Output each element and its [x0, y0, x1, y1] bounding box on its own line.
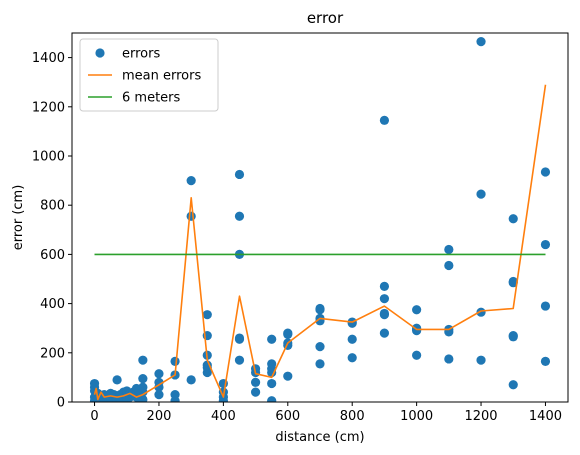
x-tick-label: 1000 [400, 409, 433, 424]
errors-point [315, 303, 325, 314]
errors-point [138, 382, 148, 392]
errors-point [476, 37, 486, 47]
errors-point [379, 294, 390, 304]
y-tick-label: 1400 [32, 51, 65, 66]
errors-point [250, 377, 261, 387]
errors-point [283, 328, 293, 338]
y-tick-label: 400 [40, 297, 65, 312]
errors-point [138, 355, 148, 365]
x-tick-label: 0 [90, 409, 98, 424]
legend-marker-errors [95, 48, 105, 58]
y-tick-label: 0 [57, 396, 65, 411]
plot-frame [71, 32, 569, 403]
legend-label-mean-errors: mean errors [122, 69, 201, 84]
errors-point [186, 375, 196, 385]
x-axis: 0 200 400 600 800 1000 1200 1400 [90, 402, 562, 424]
errors-point [379, 328, 390, 338]
errors-point [315, 359, 325, 369]
legend-label-errors: errors [122, 47, 160, 62]
errors-point [202, 310, 212, 320]
x-tick-label: 400 [211, 409, 236, 424]
errors-point [186, 176, 196, 186]
legend: errors mean errors 6 meters [79, 38, 219, 112]
errors-point [154, 390, 164, 400]
errors-point [112, 375, 122, 385]
y-tick-label: 1200 [32, 100, 65, 115]
y-axis: 0 200 400 600 800 1000 1200 1400 [32, 51, 72, 411]
errors-point [154, 377, 164, 387]
errors-point [379, 115, 390, 125]
errors-point [138, 394, 148, 402]
errors-point [234, 355, 245, 365]
errors-point [170, 390, 180, 400]
errors-point [267, 396, 277, 402]
errors-point [250, 364, 261, 374]
errors-point [379, 308, 390, 319]
errors-point [540, 167, 551, 177]
errors-point [154, 369, 164, 379]
errors-point [267, 334, 277, 344]
errors-point [234, 333, 245, 343]
errors-point [444, 260, 454, 271]
y-tick-label: 800 [40, 199, 65, 214]
chart-title: error [307, 9, 344, 27]
errors-point [476, 189, 486, 199]
errors-point [476, 355, 486, 365]
y-tick-label: 600 [40, 248, 65, 263]
errors-point [540, 239, 551, 250]
x-tick-label: 600 [275, 409, 300, 424]
legend-label-6-meters: 6 meters [122, 91, 181, 106]
plot-area [89, 37, 551, 402]
x-tick-label: 1200 [464, 409, 497, 424]
legend-frame [79, 38, 219, 112]
errors-point [138, 374, 148, 384]
errors-point [412, 350, 422, 360]
errors-point [347, 334, 357, 344]
errors-point [347, 353, 357, 363]
x-tick-label: 200 [147, 409, 172, 424]
errors-point [267, 378, 277, 389]
errors-point [186, 211, 196, 221]
errors-point [412, 305, 422, 315]
errors-point [267, 359, 277, 369]
y-tick-label: 1000 [32, 150, 65, 165]
errors-point [234, 169, 245, 180]
y-axis-title: error (cm) [11, 185, 26, 251]
errors-point [508, 276, 518, 287]
mean-errors-line [93, 84, 547, 401]
errors-point [508, 214, 518, 224]
errors-point [444, 354, 454, 364]
plot-content [89, 37, 551, 402]
errors-point [540, 301, 551, 311]
errors-point [412, 323, 422, 333]
errors-point [508, 380, 518, 390]
errors-point [234, 211, 245, 221]
errors-point [315, 342, 325, 352]
errors-point [250, 387, 261, 397]
errors-point [476, 307, 486, 317]
x-axis-title: distance (cm) [275, 430, 364, 445]
errors-point [540, 356, 551, 367]
x-tick-label: 1400 [529, 409, 562, 424]
x-tick-label: 800 [340, 409, 365, 424]
errors-point [283, 371, 293, 381]
errors-point [444, 244, 454, 255]
errors-point [379, 281, 390, 291]
errors-point [170, 356, 180, 367]
errors-point [508, 330, 518, 341]
errors-point [89, 378, 100, 389]
y-tick-label: 200 [40, 346, 65, 361]
